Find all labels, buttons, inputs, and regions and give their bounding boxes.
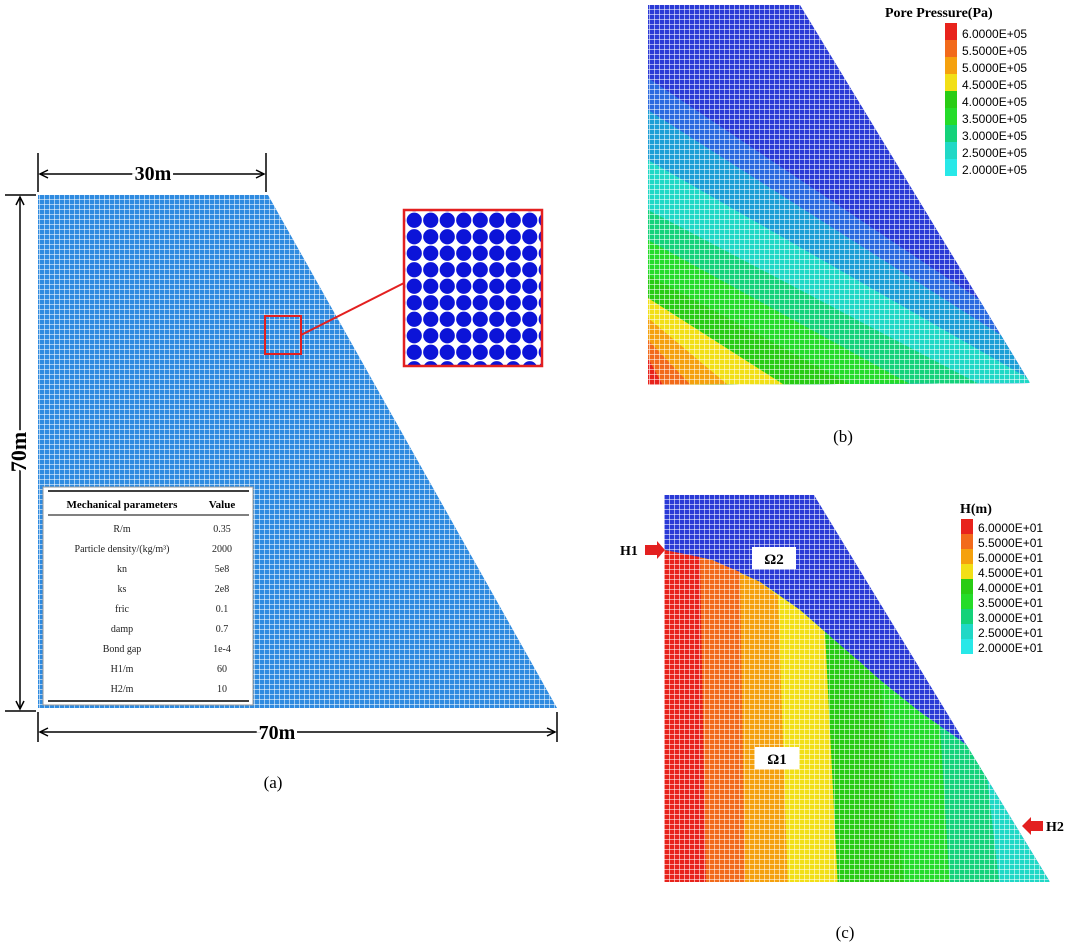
legend-label: 5.5000E+01	[978, 536, 1043, 550]
params-row-value: 2000	[212, 544, 232, 555]
pore-pressure-field	[648, 5, 1030, 385]
legend-label: 6.0000E+01	[978, 521, 1043, 535]
params-header-value: Value	[209, 499, 236, 511]
dimension-left	[5, 194, 36, 712]
legend-label: 6.0000E+05	[962, 27, 1027, 41]
region-lower-box	[755, 747, 799, 769]
legend-label: 4.0000E+05	[962, 95, 1027, 109]
params-row-value: 10	[217, 684, 227, 695]
params-row-value: 5e8	[215, 564, 229, 575]
dimension-bottom-label: 70m	[259, 722, 296, 744]
head-field	[664, 495, 1050, 882]
legend-label: 4.5000E+05	[962, 78, 1027, 92]
params-row-value: 60	[217, 664, 227, 675]
params-row-name: H2/m	[111, 684, 134, 695]
legend-label: 2.0000E+05	[962, 163, 1027, 177]
head-legend-title: H(m)	[960, 502, 992, 517]
legend-label: 5.5000E+05	[962, 44, 1027, 58]
params-row-value: 0.35	[213, 524, 231, 535]
params-row-value: 1e-4	[213, 644, 231, 655]
panel-a: 30m 70m 70m Mechanical parameters	[3, 153, 558, 792]
legend-label: 3.0000E+05	[962, 129, 1027, 143]
params-header-name: Mechanical parameters	[67, 499, 179, 511]
params-row-name: damp	[111, 624, 133, 635]
dimension-top-label: 30m	[135, 163, 172, 185]
region-upper-box	[752, 547, 796, 569]
legend-label: 5.0000E+05	[962, 61, 1027, 75]
legend-swatch	[961, 564, 973, 579]
params-table: Mechanical parameters Value R/m 0.35 Par…	[42, 486, 254, 706]
legend-swatch	[961, 549, 973, 564]
legend-label: 3.5000E+05	[962, 112, 1027, 126]
legend-label: 3.0000E+01	[978, 611, 1043, 625]
legend-swatch	[961, 609, 973, 624]
legend-swatch	[945, 108, 957, 125]
params-row-name: Bond gap	[103, 644, 142, 655]
params-row-value: 2e8	[215, 584, 229, 595]
params-row-name: fric	[115, 604, 129, 615]
legend-label: 3.5000E+01	[978, 596, 1043, 610]
legend-label: 2.5000E+01	[978, 626, 1043, 640]
params-row-name: R/m	[113, 524, 130, 535]
legend-swatch	[961, 534, 973, 549]
legend-swatch	[945, 159, 957, 176]
region-upper-label: Ω2	[764, 552, 784, 568]
params-row-name: Particle density/(kg/m³)	[75, 544, 170, 555]
h1-arrow-icon	[645, 541, 665, 559]
legend-label: 4.5000E+01	[978, 566, 1043, 580]
legend-swatch	[945, 142, 957, 159]
dimension-bottom	[37, 712, 558, 742]
legend-swatch	[961, 624, 973, 639]
h2-arrow-icon	[1022, 817, 1043, 835]
legend-swatch	[945, 74, 957, 91]
panel-b: Pore Pressure(Pa) 6.0000E+05 5.5000E+05 …	[648, 5, 1030, 446]
params-row-value: 0.7	[216, 624, 229, 635]
pore-pressure-legend-title: Pore Pressure(Pa)	[885, 6, 993, 21]
legend-label: 4.0000E+01	[978, 581, 1043, 595]
params-row-name: H1/m	[111, 664, 134, 675]
params-row-name: kn	[117, 564, 127, 575]
legend-swatch	[945, 125, 957, 142]
legend-swatch	[945, 57, 957, 74]
legend-swatch	[945, 40, 957, 57]
caption-a: (a)	[264, 773, 283, 792]
legend-swatch	[945, 91, 957, 108]
region-lower-label: Ω1	[767, 752, 787, 768]
panel-c: Ω2 Ω1 H1 H2 H(m) 6.0000E+01 5.5000E+01 5…	[620, 495, 1064, 942]
legend-swatch	[945, 23, 957, 40]
params-row-name: ks	[118, 584, 127, 595]
caption-b: (b)	[833, 427, 853, 446]
h2-label: H2	[1046, 820, 1064, 835]
legend-swatch	[961, 519, 973, 534]
caption-c: (c)	[836, 923, 855, 942]
legend-swatch	[961, 639, 973, 654]
legend-label: 5.0000E+01	[978, 551, 1043, 565]
pore-pressure-legend: 6.0000E+05 5.5000E+05 5.0000E+05 4.5000E…	[945, 23, 1027, 177]
legend-label: 2.0000E+01	[978, 641, 1043, 655]
h1-label: H1	[620, 544, 638, 559]
legend-swatch	[961, 594, 973, 609]
zoom-connector	[300, 281, 407, 336]
dimension-top	[37, 153, 267, 192]
legend-label: 2.5000E+05	[962, 146, 1027, 160]
legend-swatch	[961, 579, 973, 594]
params-row-value: 0.1	[216, 604, 229, 615]
head-legend: 6.0000E+01 5.5000E+01 5.0000E+01 4.5000E…	[961, 519, 1043, 655]
dimension-left-label: 70m	[6, 432, 31, 472]
zoom-inset	[402, 208, 544, 368]
